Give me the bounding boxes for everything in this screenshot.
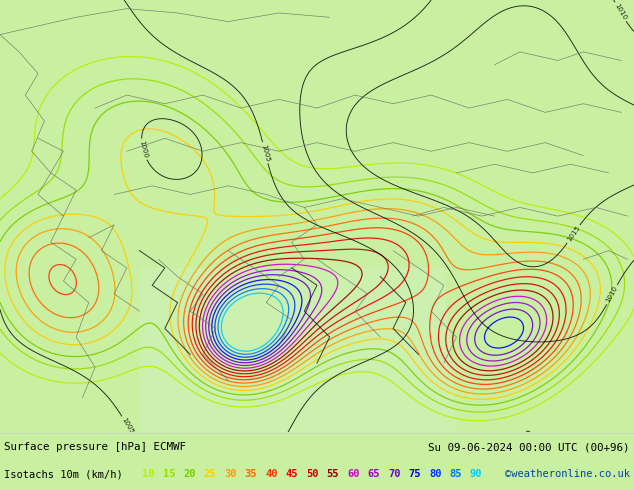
Text: 25: 25 [204,469,216,479]
Polygon shape [139,268,456,432]
Text: Su 09-06-2024 00:00 UTC (00+96): Su 09-06-2024 00:00 UTC (00+96) [429,442,630,452]
Text: 1010: 1010 [613,2,628,21]
Text: 75: 75 [408,469,421,479]
Text: 1005: 1005 [260,143,270,162]
Text: 90: 90 [470,469,482,479]
Text: 80: 80 [429,469,441,479]
Text: 55: 55 [327,469,339,479]
Text: Surface pressure [hPa] ECMWF: Surface pressure [hPa] ECMWF [4,442,186,452]
Text: 85: 85 [450,469,462,479]
Text: 20: 20 [183,469,195,479]
Text: 65: 65 [368,469,380,479]
Text: 10: 10 [142,469,155,479]
Text: Isotachs 10m (km/h): Isotachs 10m (km/h) [4,469,123,479]
Text: 70: 70 [388,469,401,479]
Text: 60: 60 [347,469,359,479]
Text: 1000: 1000 [138,140,148,159]
Text: 35: 35 [245,469,257,479]
Text: 30: 30 [224,469,236,479]
Text: 1010: 1010 [605,285,619,304]
Text: 45: 45 [285,469,298,479]
Text: 1015: 1015 [566,225,581,243]
Text: ©weatheronline.co.uk: ©weatheronline.co.uk [505,469,630,479]
Text: 40: 40 [265,469,278,479]
Text: 50: 50 [306,469,318,479]
Text: 15: 15 [162,469,175,479]
Text: 1005: 1005 [120,416,134,435]
